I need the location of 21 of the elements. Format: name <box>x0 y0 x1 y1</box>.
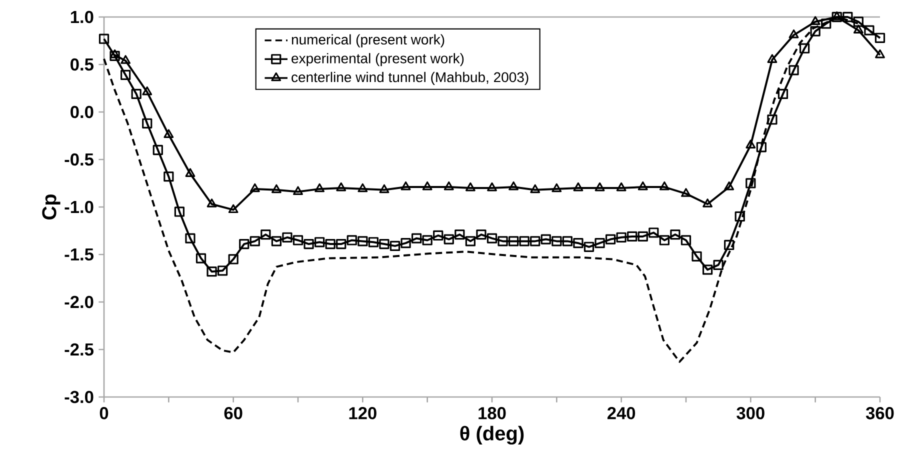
x-axis-title: θ (deg) <box>460 426 524 445</box>
y-tick-label: -1.5 <box>64 248 94 261</box>
x-tick-label: 0 <box>100 407 108 420</box>
legend-label: experimental (present work) <box>292 53 464 66</box>
y-tick-label: -2.0 <box>64 296 94 308</box>
x-tick-label: 300 <box>736 407 764 420</box>
x-tick-label: 120 <box>349 407 376 420</box>
y-tick-label: 1.0 <box>70 10 94 24</box>
x-tick-label: 180 <box>478 407 506 420</box>
x-tick-label: 240 <box>607 407 636 420</box>
y-tick-label: 0.5 <box>70 58 94 71</box>
y-axis-title: Cp <box>42 194 60 220</box>
y-tick-label: -1.0 <box>64 200 94 214</box>
y-tick-label: -2.5 <box>64 343 94 356</box>
y-tick-label: -3.0 <box>64 390 94 404</box>
y-tick-label: -0.5 <box>64 153 94 166</box>
legend-label: numerical (present work) <box>292 34 444 48</box>
y-tick-label: 0.0 <box>70 106 94 118</box>
x-tick-label: 60 <box>224 407 242 420</box>
legend-label: centerline wind tunnel (Mahbub, 2003) <box>292 72 528 85</box>
x-tick-label: 360 <box>866 407 894 420</box>
